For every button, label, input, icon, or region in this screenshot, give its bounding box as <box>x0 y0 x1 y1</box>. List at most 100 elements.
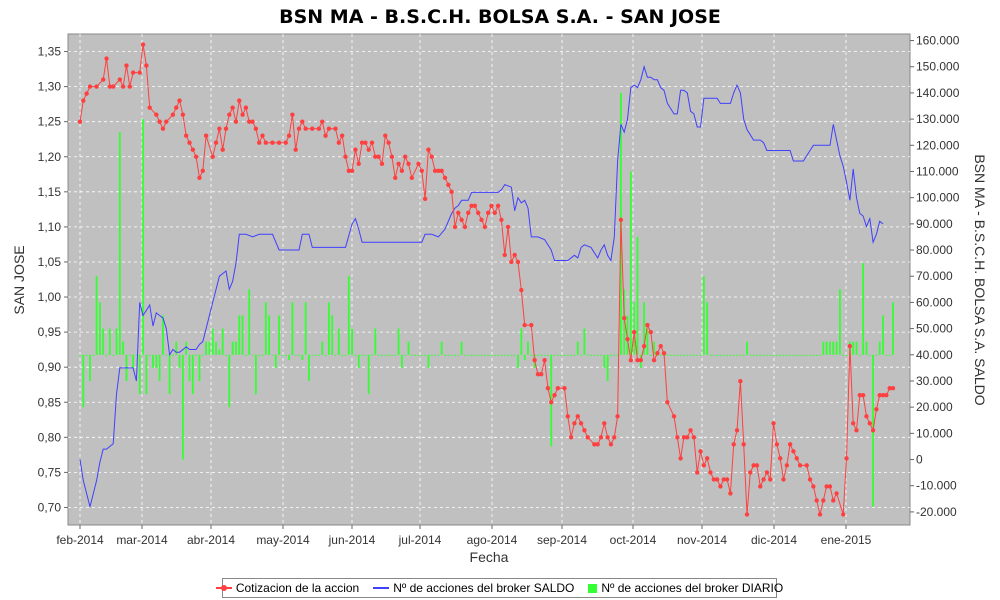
daily-bar <box>636 236 639 355</box>
daily-bar <box>878 341 881 355</box>
price-point <box>867 421 872 426</box>
daily-bar <box>427 354 430 368</box>
price-point <box>164 119 169 124</box>
daily-bar <box>404 354 407 356</box>
price-point <box>300 119 305 124</box>
price-point <box>834 491 839 496</box>
price-point <box>293 147 298 152</box>
price-point <box>485 210 491 216</box>
price-point <box>353 147 358 152</box>
price-point <box>602 421 607 426</box>
price-point <box>190 147 196 152</box>
price-point <box>807 477 813 482</box>
price-swatch-icon <box>215 585 232 591</box>
price-point <box>130 70 136 75</box>
price-point <box>612 435 617 440</box>
y2-tick-label: 110.000 <box>916 164 959 178</box>
x-tick-label: dic-2014 <box>751 533 797 547</box>
daily-bar <box>414 354 417 356</box>
daily-bar <box>892 302 894 355</box>
daily-bar <box>875 354 878 356</box>
price-point <box>476 210 481 216</box>
price-point <box>495 203 501 209</box>
price-point <box>283 140 288 145</box>
daily-bar <box>387 354 390 356</box>
daily-bar <box>477 354 480 356</box>
price-point <box>748 470 753 475</box>
price-point <box>831 498 836 503</box>
daily-bar <box>341 354 344 356</box>
price-point <box>502 252 507 258</box>
price-point <box>459 217 464 223</box>
price-point <box>582 428 587 433</box>
price-point <box>157 119 162 124</box>
daily-bar <box>337 328 340 355</box>
daily-bars <box>79 92 894 507</box>
price-point <box>379 161 385 166</box>
y2-tick-label: 120.000 <box>916 138 960 152</box>
price-point <box>203 133 209 138</box>
price-point <box>519 287 524 293</box>
daily-bar <box>128 354 131 356</box>
price-point <box>631 329 637 335</box>
price-point <box>117 77 123 82</box>
daily-bar <box>254 354 257 395</box>
daily-bar <box>742 354 745 356</box>
y-axis-left-label: SAN JOSE <box>11 245 27 314</box>
price-point <box>884 393 889 398</box>
daily-bar <box>626 315 629 355</box>
daily-bar <box>517 354 519 368</box>
daily-bar <box>374 328 377 355</box>
daily-bar <box>736 354 738 356</box>
daily-bar <box>769 354 772 356</box>
daily-bar <box>862 263 865 355</box>
daily-bar <box>888 354 891 356</box>
daily-bar <box>606 354 609 381</box>
price-point <box>217 126 222 131</box>
price-point <box>515 259 521 265</box>
price-point <box>240 112 245 117</box>
daily-bar <box>835 341 838 355</box>
price-point <box>814 498 819 503</box>
price-point <box>854 428 859 433</box>
y-tick-label: 1,00 <box>38 290 62 304</box>
y-tick-label: 0,75 <box>38 465 62 479</box>
y-tick-label: 1,25 <box>38 115 62 129</box>
daily-bar <box>397 328 400 355</box>
daily-bar <box>357 354 360 368</box>
saldo-swatch-icon <box>373 587 390 589</box>
x-tick-label: ene-2015 <box>821 533 872 547</box>
price-point <box>754 463 760 468</box>
y-tick-label: 1,35 <box>38 45 62 59</box>
y2-tick-label: 130.000 <box>916 112 960 126</box>
daily-bar <box>762 354 765 356</box>
daily-bar <box>195 354 198 356</box>
price-point <box>452 224 458 230</box>
price-line <box>77 42 896 517</box>
daily-bar <box>819 354 821 356</box>
daily-bar <box>858 354 861 356</box>
daily-bar <box>470 354 473 356</box>
price-point <box>688 428 693 433</box>
daily-bar <box>434 354 436 356</box>
daily-bar <box>689 354 692 356</box>
price-point <box>681 435 687 440</box>
price-point <box>237 98 242 103</box>
price-point <box>436 168 441 173</box>
y-axis-left: 0,70 0,75 0,80 0,85 0,90 0,95 1,00 1,05 1,10 1,15… <box>38 45 68 514</box>
daily-bar <box>311 354 314 356</box>
price-point <box>389 154 395 159</box>
price-point <box>124 63 129 68</box>
daily-bar <box>281 354 284 356</box>
price-point <box>751 463 756 468</box>
daily-bar <box>424 354 427 356</box>
y-axis-right: -20.000 -10.000 0 10.000 20.000 30.000 40.000 5… <box>910 34 960 519</box>
y2-tick-label: 160.000 <box>916 34 960 48</box>
y-axis-right-label: BSN MA - B.S.C.H. BOLSA S.A. SALDO <box>972 154 988 405</box>
daily-bar <box>364 354 367 356</box>
legend-item-diario: Nº de acciones del broker DIARIO <box>588 581 783 595</box>
price-point <box>787 442 793 447</box>
daily-bar <box>799 354 801 356</box>
price-point <box>160 126 166 131</box>
daily-bar <box>278 315 281 355</box>
